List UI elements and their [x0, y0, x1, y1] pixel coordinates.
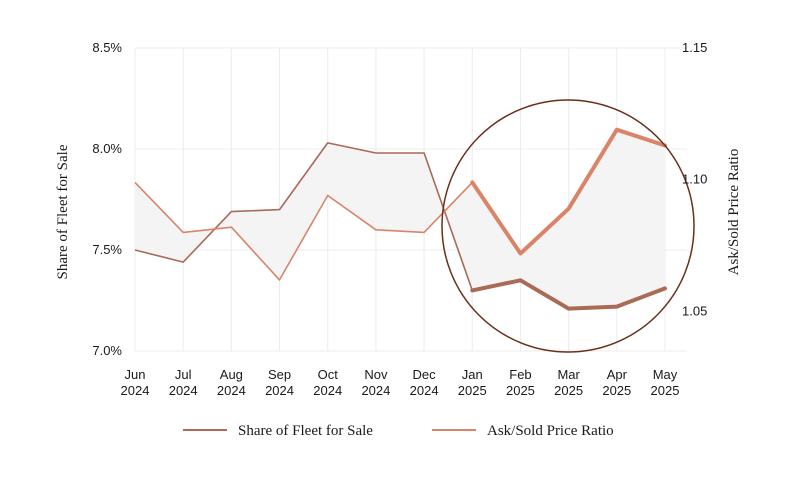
legend-item: Ask/Sold Price Ratio: [432, 423, 614, 439]
left-tick-label: 8.0%: [92, 141, 122, 156]
x-tick-label: Sep 2024: [265, 367, 294, 398]
x-tick-label: Aug 2024: [217, 367, 246, 398]
x-tick-label: Apr 2025: [602, 367, 631, 398]
x-tick-label: Mar 2025: [554, 367, 583, 398]
x-tick-label: Jun 2024: [121, 367, 150, 398]
x-tick-label: Dec 2024: [410, 367, 439, 398]
right-tick-label: 1.10: [682, 172, 707, 187]
legend-label: Ask/Sold Price Ratio: [487, 423, 614, 439]
left-tick-label: 7.0%: [92, 343, 122, 358]
left-axis-ticks: 7.0% 7.5% 8.0% 8.5%: [92, 40, 122, 358]
x-tick-label: Nov 2024: [361, 367, 390, 398]
right-tick-label: 1.05: [682, 303, 707, 318]
legend-label: Share of Fleet for Sale: [238, 423, 373, 439]
highlight-circle: [441, 99, 695, 353]
left-tick-label: 7.5%: [92, 242, 122, 257]
x-tick-label: May 2025: [651, 367, 680, 398]
fill-between-series: [135, 129, 665, 309]
x-tick-label: Oct 2024: [313, 367, 342, 398]
highlight-lines: [470, 127, 667, 311]
x-tick-label: Feb 2025: [506, 367, 535, 398]
highlight-line-ask-sold-ratio: [470, 127, 667, 256]
x-axis-ticks: Jun 2024 Jul 2024 Aug 2024 Sep 2024 Oct 2024 Nov 20…: [121, 367, 680, 398]
right-tick-label: 1.15: [682, 40, 707, 55]
x-tick-label: Jul 2024: [169, 367, 198, 398]
legend-item: Share of Fleet for Sale: [183, 423, 373, 439]
right-axis-title: Ask/Sold Price Ratio: [726, 149, 742, 276]
x-tick-label: Jan 2025: [458, 367, 487, 398]
highlight-line-share-of-fleet: [470, 278, 667, 311]
legend: Share of Fleet for Sale Ask/Sold Price Ra…: [183, 423, 614, 439]
left-axis-title: Share of Fleet for Sale: [55, 144, 71, 279]
right-axis-ticks: 1.05 1.10 1.15: [682, 40, 707, 318]
left-tick-label: 8.5%: [92, 40, 122, 55]
